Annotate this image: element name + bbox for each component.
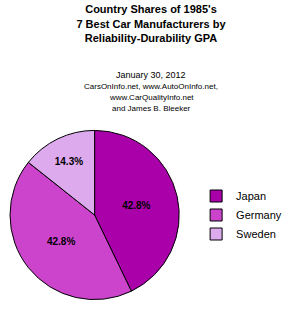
svg-text:Country Shares of 1985's7 Best: Country Shares of 1985's7 Best Car Manuf… — [76, 3, 226, 44]
svg-text:42.8%: 42.8% — [47, 236, 75, 247]
svg-text:14.3%: 14.3% — [55, 156, 83, 167]
svg-text:www.CarQualityInfo.net: www.CarQualityInfo.net — [109, 93, 194, 102]
svg-text:42.8%: 42.8% — [122, 200, 150, 211]
svg-text:Germany: Germany — [236, 209, 282, 221]
svg-text:and James B. Bleeker: and James B. Bleeker — [112, 104, 191, 113]
svg-text:January 30, 2012: January 30, 2012 — [116, 70, 186, 80]
svg-text:Japan: Japan — [236, 190, 266, 202]
svg-text:CarsOnInfo.net, www.AutoOnInfo: CarsOnInfo.net, www.AutoOnInfo.net, — [84, 82, 218, 91]
svg-text:Sweden: Sweden — [236, 228, 276, 240]
